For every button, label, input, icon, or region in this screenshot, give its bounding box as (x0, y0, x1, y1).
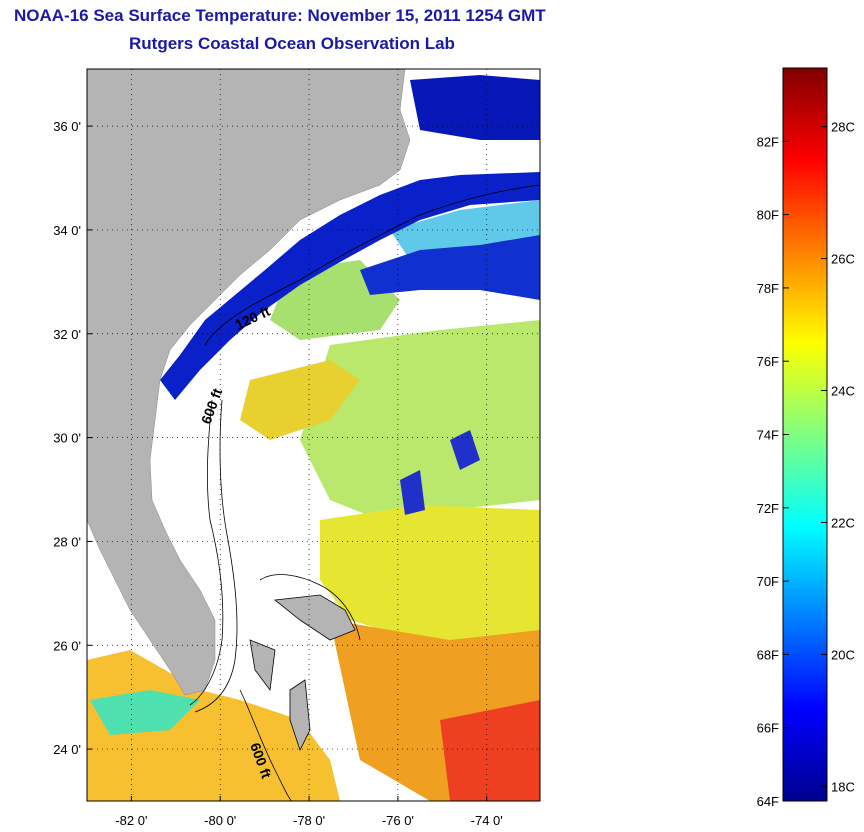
lon-tick-label: -76 0' (382, 813, 414, 828)
land-mass (87, 69, 411, 696)
cold-coastal-band (160, 75, 540, 515)
colorbar-f-label: 76F (757, 354, 779, 369)
colorbar-ticks: 64F 66F 68F 70F 72F 74F 76F 78F 80F 82F 18C 20C 22C 2… (757, 120, 855, 809)
map-area: 120 ft 600 ft 600 ft (87, 69, 540, 801)
graticule-grid (87, 69, 540, 801)
lon-tick-label: -74 0' (471, 813, 503, 828)
map-title: NOAA-16 Sea Surface Temperature: Novembe… (14, 6, 546, 25)
lat-tick-label: 36 0' (53, 119, 81, 134)
colorbar (782, 67, 828, 802)
lon-tick-label: -78 0' (293, 813, 325, 828)
sst-patch-yellow (320, 505, 540, 650)
sst-patch-florida-bay (90, 690, 200, 735)
sst-patch-red (440, 700, 540, 801)
lat-tick-label: 32 0' (53, 327, 81, 342)
depth-contours (189, 184, 540, 801)
colorbar-c-label: 18C (831, 779, 855, 794)
colorbar-f-label: 66F (757, 721, 779, 736)
colorbar-c-label: 28C (831, 120, 855, 135)
lat-tick-label: 28 0' (53, 534, 81, 549)
colorbar-f-label: 78F (757, 281, 779, 296)
lat-tick-label: 24 0' (53, 742, 81, 757)
colorbar-f-label: 68F (757, 647, 779, 662)
colorbar-f-label: 82F (757, 134, 779, 149)
sst-patch-south-orange (87, 650, 340, 801)
lat-tick-label: 34 0' (53, 223, 81, 238)
lon-tick-label: -82 0' (115, 813, 147, 828)
lat-tick-label: 26 0' (53, 638, 81, 653)
colorbar-c-label: 20C (831, 647, 855, 662)
colorbar-f-label: 64F (757, 794, 779, 809)
sst-patch-green (300, 320, 540, 520)
lat-tick-label: 30 0' (53, 431, 81, 446)
map-axis-ticks: 36 0' 34 0' 32 0' 30 0' 28 0' 26 0' 24 0' -82 0… (53, 119, 503, 828)
lon-tick-label: -80 0' (204, 813, 236, 828)
colorbar-f-label: 70F (757, 574, 779, 589)
map-subtitle: Rutgers Coastal Ocean Observation Lab (129, 34, 455, 53)
map-frame (86, 68, 541, 802)
colorbar-c-label: 26C (831, 252, 855, 267)
colorbar-c-label: 24C (831, 384, 855, 399)
bahamas-islands (249, 594, 356, 752)
colorbar-c-label: 22C (831, 515, 855, 530)
colorbar-f-label: 80F (757, 208, 779, 223)
colorbar-f-label: 72F (757, 501, 779, 516)
sst-patch-yellow-north (240, 360, 360, 440)
colorbar-f-label: 74F (757, 428, 779, 443)
